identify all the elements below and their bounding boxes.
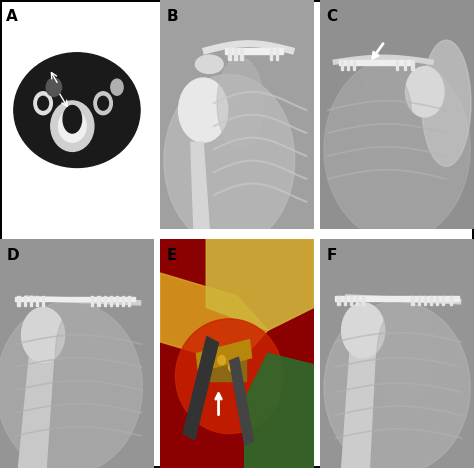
Ellipse shape [358, 69, 412, 161]
Ellipse shape [98, 96, 109, 110]
Bar [338, 60, 412, 66]
Bar [411, 59, 413, 70]
Bar [344, 296, 346, 305]
Ellipse shape [324, 302, 470, 468]
Bar [396, 59, 398, 70]
Polygon shape [191, 142, 210, 229]
Bar [24, 296, 26, 306]
Bar [411, 296, 413, 305]
Ellipse shape [14, 53, 140, 168]
Bar [450, 296, 452, 305]
Ellipse shape [164, 74, 295, 247]
Bar [346, 59, 349, 70]
Bar [104, 296, 106, 306]
Polygon shape [18, 342, 54, 468]
Ellipse shape [218, 356, 226, 365]
Bar [356, 296, 358, 305]
Bar [234, 48, 237, 59]
Bar [18, 296, 19, 306]
Text: A: A [6, 9, 18, 24]
Bar [276, 48, 278, 59]
Text: E: E [166, 248, 177, 263]
Bar [240, 48, 243, 59]
Ellipse shape [195, 55, 223, 73]
Polygon shape [342, 339, 375, 468]
Ellipse shape [58, 110, 86, 142]
Ellipse shape [55, 302, 114, 405]
Bar [436, 296, 438, 305]
Bar [228, 48, 230, 59]
Circle shape [63, 105, 82, 133]
Ellipse shape [324, 58, 470, 241]
Ellipse shape [342, 303, 385, 358]
Ellipse shape [377, 304, 432, 402]
Ellipse shape [422, 40, 471, 166]
Bar [128, 296, 130, 306]
Bar [229, 357, 254, 445]
Bar [404, 59, 406, 70]
Ellipse shape [38, 96, 48, 110]
Ellipse shape [21, 307, 64, 363]
Bar [270, 48, 272, 59]
Bar [42, 296, 44, 306]
Bar [341, 59, 343, 70]
Ellipse shape [94, 92, 112, 115]
Bar [418, 296, 419, 305]
Bar [442, 296, 444, 305]
Text: C: C [326, 9, 337, 24]
Ellipse shape [217, 58, 263, 149]
Bar [337, 296, 340, 305]
Bar [362, 296, 365, 305]
Bar [203, 346, 246, 381]
Bar [109, 296, 112, 306]
Bar [430, 296, 432, 305]
Bar [183, 336, 219, 440]
Bar [353, 59, 355, 70]
Bar [196, 340, 252, 372]
Text: B: B [166, 9, 178, 24]
Text: D: D [6, 248, 19, 263]
Bar [350, 296, 352, 305]
Bar [336, 296, 459, 300]
Ellipse shape [179, 78, 228, 142]
Ellipse shape [111, 79, 123, 95]
Ellipse shape [34, 92, 52, 115]
Polygon shape [206, 239, 314, 330]
Ellipse shape [205, 360, 213, 369]
Polygon shape [245, 353, 314, 468]
Ellipse shape [0, 302, 142, 468]
Bar [424, 296, 426, 305]
Bar [36, 296, 38, 306]
Bar [225, 48, 283, 54]
Bar [98, 296, 100, 306]
Bar [122, 296, 124, 306]
Polygon shape [160, 273, 268, 365]
Ellipse shape [175, 319, 283, 433]
Text: F: F [326, 248, 337, 263]
Ellipse shape [46, 78, 62, 96]
Ellipse shape [51, 101, 94, 152]
Bar [116, 296, 118, 306]
Bar [91, 296, 93, 306]
Ellipse shape [228, 363, 236, 372]
Bar [30, 296, 32, 306]
Ellipse shape [406, 66, 444, 117]
Bar [15, 297, 136, 301]
